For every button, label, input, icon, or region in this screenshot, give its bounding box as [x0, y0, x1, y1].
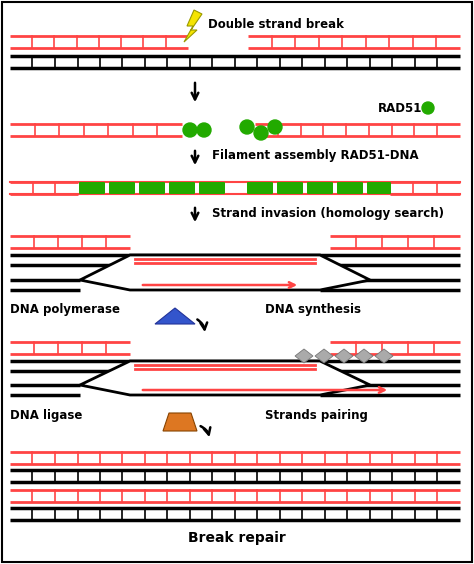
Polygon shape [375, 349, 393, 363]
Text: Strand invasion (homology search): Strand invasion (homology search) [212, 208, 444, 221]
FancyBboxPatch shape [307, 182, 333, 194]
Polygon shape [184, 10, 202, 42]
Circle shape [197, 123, 211, 137]
Polygon shape [80, 255, 370, 290]
Polygon shape [335, 349, 353, 363]
FancyBboxPatch shape [247, 182, 273, 194]
FancyBboxPatch shape [79, 182, 105, 194]
FancyBboxPatch shape [367, 182, 391, 194]
Polygon shape [163, 413, 197, 431]
Circle shape [422, 102, 434, 114]
Text: Filament assembly RAD51-DNA: Filament assembly RAD51-DNA [212, 148, 419, 161]
Polygon shape [80, 361, 370, 395]
Text: RAD51: RAD51 [378, 102, 422, 114]
FancyBboxPatch shape [277, 182, 303, 194]
Polygon shape [355, 349, 373, 363]
Text: DNA synthesis: DNA synthesis [265, 303, 361, 316]
FancyBboxPatch shape [199, 182, 225, 194]
Polygon shape [315, 349, 333, 363]
Text: Double strand break: Double strand break [208, 18, 344, 31]
Circle shape [240, 120, 254, 134]
Text: DNA polymerase: DNA polymerase [10, 303, 120, 316]
Polygon shape [295, 349, 313, 363]
FancyBboxPatch shape [337, 182, 363, 194]
FancyBboxPatch shape [139, 182, 165, 194]
Circle shape [268, 120, 282, 134]
Text: Strands pairing: Strands pairing [265, 408, 368, 421]
FancyBboxPatch shape [109, 182, 135, 194]
FancyBboxPatch shape [169, 182, 195, 194]
Circle shape [254, 126, 268, 140]
Circle shape [183, 123, 197, 137]
Text: Break repair: Break repair [188, 531, 286, 545]
Text: DNA ligase: DNA ligase [10, 408, 82, 421]
Polygon shape [155, 308, 195, 324]
